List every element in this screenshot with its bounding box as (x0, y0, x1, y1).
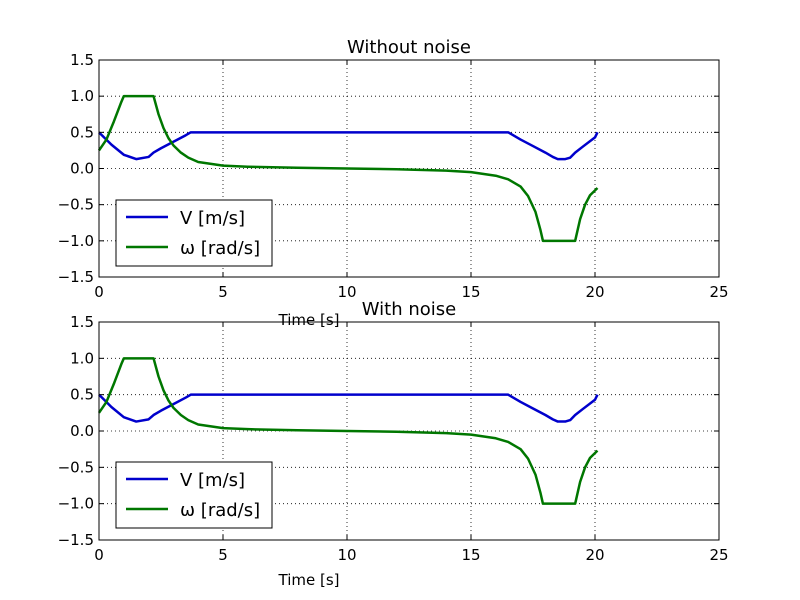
with-noise-y-tick-label: −0.5 (58, 458, 94, 476)
with-noise-chart-title: With noise (362, 299, 456, 320)
with-noise-y-tick-label: 1.5 (70, 313, 94, 331)
chart-without-noise: 0 5 10 15 20 25 −1.5 −1.0 −0.5 0.0 0.5 1.0 1.5 Withou… (58, 37, 729, 329)
without-noise-y-tick-label: −1.0 (58, 232, 94, 250)
without-noise-legend: V [m/s] ω [rad/s] (115, 199, 273, 267)
without-noise-chart-title: Without noise (347, 37, 471, 58)
with-noise-y-tick-label: 0.0 (70, 422, 94, 440)
without-noise-legend-label-velocity: V [m/s] (180, 208, 245, 229)
with-noise-x-tick-label: 10 (337, 546, 356, 564)
with-noise-x-axis-label: Time [s] (278, 571, 340, 589)
with-noise-legend-label-omega: ω [rad/s] (180, 500, 260, 521)
without-noise-x-tick-label: 5 (218, 283, 228, 301)
with-noise-series-omega-line (97, 357, 599, 505)
without-noise-x-tick-label: 20 (585, 283, 604, 301)
without-noise-y-tick-label: 1.5 (70, 51, 94, 69)
with-noise-x-tick-label: 25 (709, 546, 728, 564)
without-noise-y-tick-label: 0.0 (70, 160, 94, 178)
with-noise-legend: V [m/s] ω [rad/s] (115, 461, 273, 529)
with-noise-series-velocity-line (98, 393, 599, 423)
without-noise-x-tick-label: 10 (337, 283, 356, 301)
without-noise-x-tick-label: 0 (94, 283, 104, 301)
with-noise-y-tick-label: 0.5 (70, 386, 94, 404)
with-noise-x-tick-label: 15 (461, 546, 480, 564)
without-noise-series-omega-line (97, 94, 599, 243)
with-noise-legend-label-velocity: V [m/s] (180, 470, 245, 491)
chart-with-noise: 0 5 10 15 20 25 −1.5 −1.0 −0.5 0.0 0.5 1.0 1.5 With n… (58, 299, 729, 589)
without-noise-x-tick-label: 15 (461, 283, 480, 301)
without-noise-x-tick-label: 25 (709, 283, 728, 301)
without-noise-y-tick-label: −0.5 (58, 196, 94, 214)
without-noise-y-tick-label: 0.5 (70, 123, 94, 141)
without-noise-legend-box (115, 199, 273, 267)
with-noise-y-tick-label: −1.0 (58, 495, 94, 513)
without-noise-x-axis-label: Time [s] (278, 311, 340, 329)
without-noise-series-velocity-line (98, 131, 599, 161)
with-noise-x-tick-label: 5 (218, 546, 228, 564)
with-noise-x-tick-label: 20 (585, 546, 604, 564)
without-noise-y-tick-label: 1.0 (70, 87, 94, 105)
with-noise-x-tick-label: 0 (94, 546, 104, 564)
without-noise-legend-label-omega: ω [rad/s] (180, 238, 260, 259)
with-noise-y-tick-label: −1.5 (58, 531, 94, 549)
with-noise-y-tick-label: 1.0 (70, 349, 94, 367)
without-noise-y-tick-label: −1.5 (58, 268, 94, 286)
with-noise-legend-box (115, 461, 273, 529)
